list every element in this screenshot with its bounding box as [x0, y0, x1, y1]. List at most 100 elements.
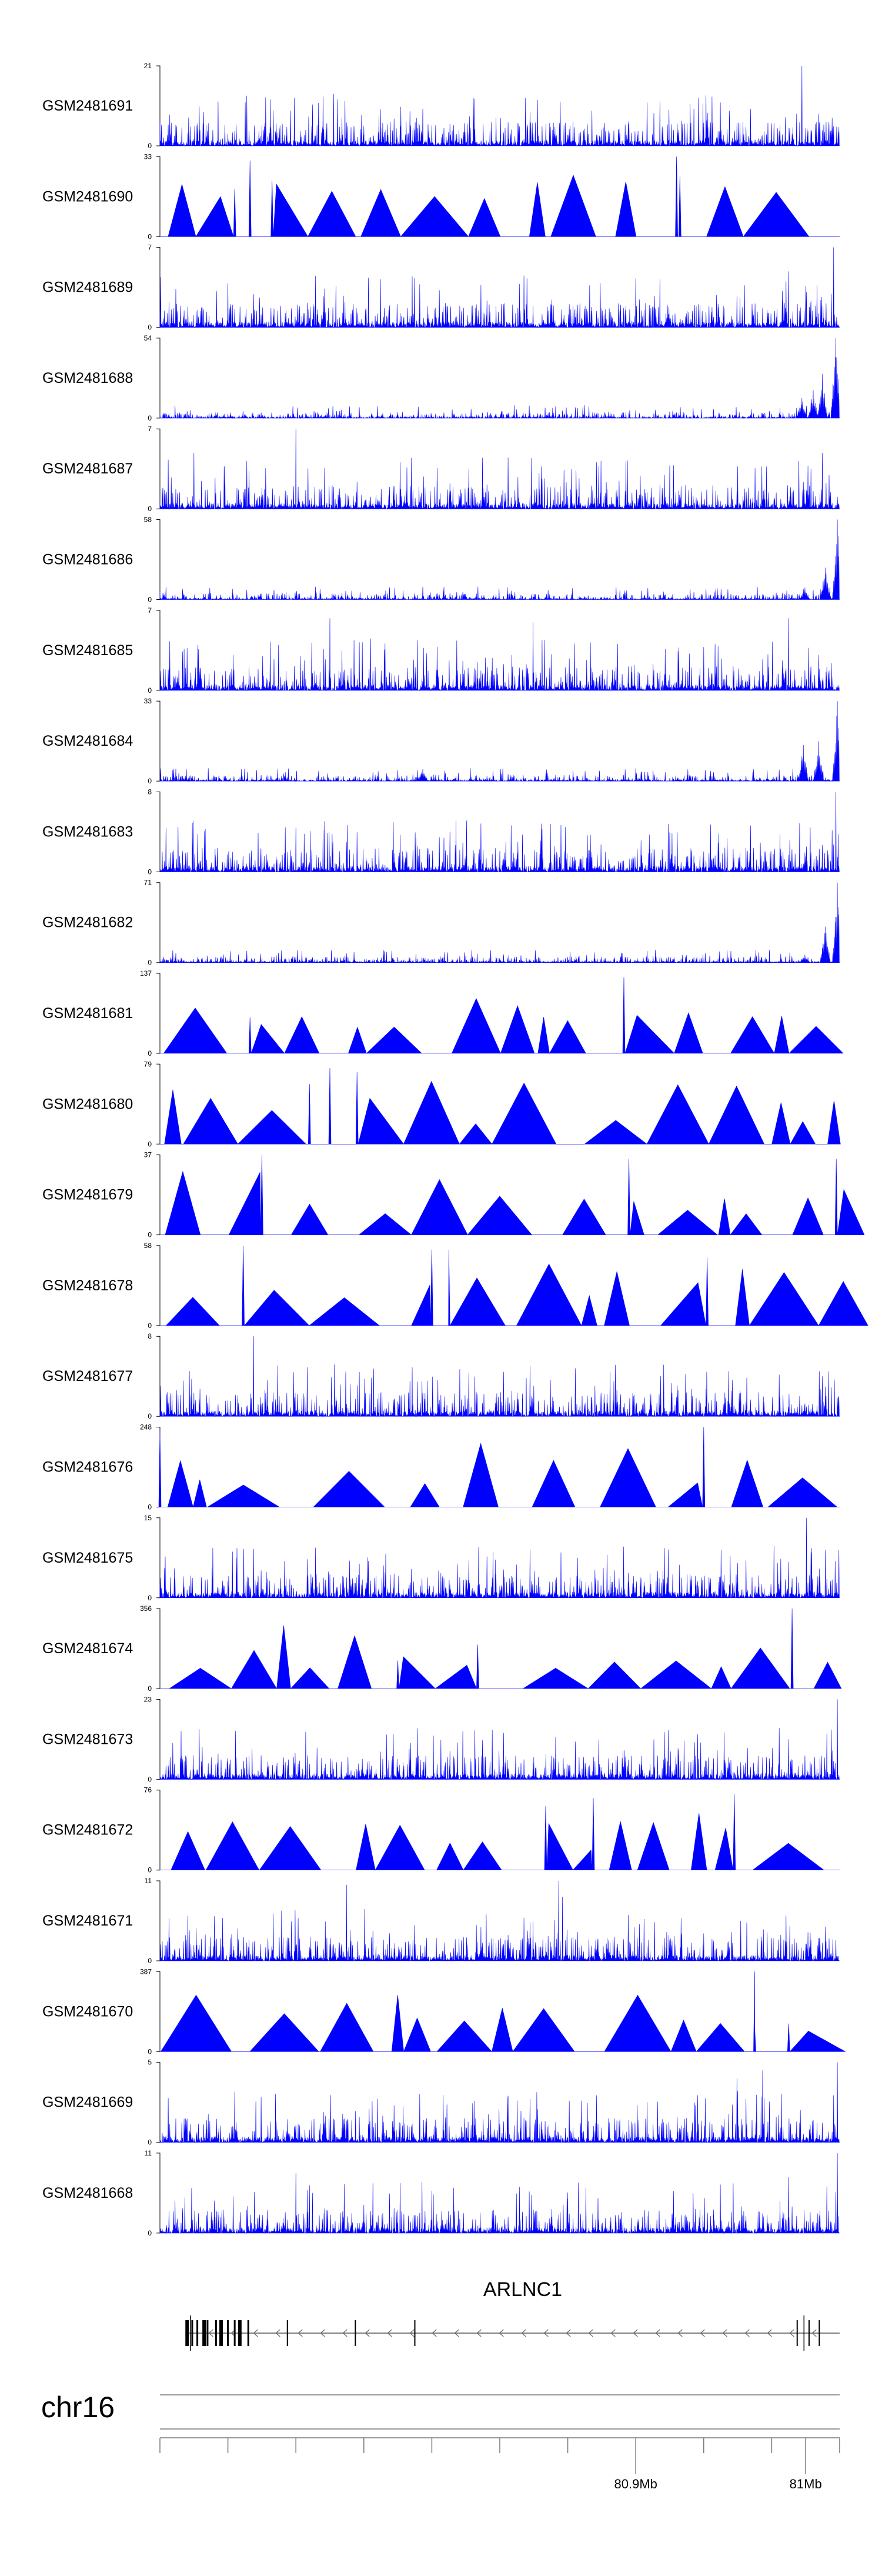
y-axis [156, 1880, 161, 1961]
strand-arrow [677, 2329, 683, 2337]
y-max-label: 33 [144, 697, 152, 705]
y-axis [156, 1971, 161, 2052]
y-max-label: 7 [148, 606, 152, 615]
y-axis [156, 1608, 161, 1689]
track-GSM2481679: GSM2481679 37 0 [42, 1151, 865, 1239]
coverage-area [159, 882, 840, 963]
exon [796, 2320, 798, 2346]
y-axis [156, 610, 161, 691]
strand-arrow [566, 2329, 571, 2337]
exon [219, 2320, 223, 2346]
strand-arrow [767, 2329, 772, 2337]
track-label: GSM2481672 [42, 1822, 133, 1838]
track-label: GSM2481674 [42, 1640, 133, 1657]
strand-arrow [320, 2329, 325, 2337]
y-axis [156, 1063, 161, 1144]
y-min-label: 0 [148, 414, 152, 422]
track-GSM2481668: GSM2481668 11 0 [42, 2149, 840, 2237]
track-GSM2481677: GSM2481677 8 0 [42, 1332, 840, 1420]
y-max-label: 71 [144, 879, 152, 887]
track-GSM2481678: GSM2481678 58 0 [42, 1242, 868, 1330]
gene-name-label: ARLNC1 [483, 2278, 562, 2301]
track-label: GSM2481682 [42, 915, 133, 931]
track-label: GSM2481687 [42, 461, 133, 477]
strand-arrow [610, 2329, 616, 2337]
track-GSM2481671: GSM2481671 11 0 [42, 1877, 840, 1965]
track-GSM2481681: GSM2481681 137 0 [42, 969, 844, 1057]
y-axis [156, 519, 161, 600]
y-max-label: 7 [148, 243, 152, 252]
exon [808, 2320, 810, 2346]
y-min-label: 0 [148, 1322, 152, 1330]
strand-arrow [543, 2329, 549, 2337]
track-GSM2481674: GSM2481674 356 0 [42, 1604, 842, 1693]
coverage-area [159, 618, 840, 691]
track-GSM2481670: GSM2481670 387 0 [42, 1967, 846, 2056]
strand-arrow [655, 2329, 660, 2337]
y-min-label: 0 [148, 777, 152, 785]
coverage-area [159, 1517, 840, 1599]
y-max-label: 11 [145, 2149, 152, 2157]
track-GSM2481669: GSM2481669 5 0 [42, 2058, 840, 2147]
strand-arrow [342, 2329, 348, 2337]
track-label: GSM2481690 [42, 188, 133, 205]
y-axis [156, 791, 161, 872]
track-label: GSM2481679 [42, 1187, 133, 1203]
track-label: GSM2481680 [42, 1096, 133, 1112]
strand-arrow [454, 2329, 459, 2337]
track-label: GSM2481686 [42, 552, 133, 568]
track-label: GSM2481675 [42, 1550, 133, 1566]
y-min-label: 0 [148, 2047, 152, 2056]
track-GSM2481687: GSM2481687 7 0 [42, 425, 840, 513]
coverage-area [160, 1971, 846, 2053]
track-GSM2481676: GSM2481676 248 0 [42, 1423, 840, 1511]
y-min-label: 0 [148, 2229, 152, 2237]
track-GSM2481680: GSM2481680 79 0 [42, 1060, 841, 1148]
coverage-area [160, 1794, 840, 1871]
y-min-label: 0 [148, 686, 152, 695]
y-axis [156, 973, 161, 1054]
y-axis [156, 156, 161, 237]
track-GSM2481683: GSM2481683 8 0 [42, 788, 840, 876]
strand-arrow [275, 2329, 280, 2337]
y-max-label: 8 [148, 1332, 152, 1340]
y-axis [156, 338, 161, 419]
y-min-label: 0 [148, 1866, 152, 1874]
coverage-area [160, 1068, 841, 1145]
y-axis [156, 882, 161, 963]
major-tick-label: 80.9Mb [614, 2477, 657, 2491]
coverage-area [159, 2153, 840, 2234]
strand-arrow [365, 2329, 370, 2337]
strand-arrow [409, 2329, 415, 2337]
y-min-label: 0 [148, 1412, 152, 1420]
y-max-label: 79 [144, 1060, 152, 1068]
strand-arrow [700, 2329, 705, 2337]
coverage-area [160, 977, 844, 1054]
coverage-area [159, 1336, 840, 1417]
y-max-label: 356 [140, 1604, 152, 1613]
y-min-label: 0 [148, 505, 152, 513]
exon [238, 2320, 242, 2346]
y-axis [156, 247, 161, 328]
y-max-label: 387 [140, 1967, 152, 1976]
y-max-label: 76 [144, 1786, 152, 1794]
coverage-area [159, 1699, 840, 1780]
track-label: GSM2481688 [42, 370, 133, 386]
track-GSM2481673: GSM2481673 23 0 [42, 1695, 840, 1783]
track-GSM2481690: GSM2481690 33 0 [42, 152, 840, 241]
strand-arrow [476, 2329, 482, 2337]
coverage-area [160, 1609, 842, 1690]
y-min-label: 0 [148, 1594, 152, 1602]
y-min-label: 0 [148, 867, 152, 876]
y-min-label: 0 [148, 1140, 152, 1148]
coverage-area [158, 1427, 840, 1508]
y-max-label: 33 [144, 152, 152, 161]
chromosome-axis: chr16 80.9Mb 81Mb [41, 2391, 840, 2491]
track-GSM2481682: GSM2481682 71 0 [42, 879, 840, 967]
track-label: GSM2481684 [42, 733, 133, 749]
track-label: GSM2481685 [42, 642, 133, 659]
track-GSM2481691: GSM2481691 21 0 [42, 62, 840, 150]
y-axis [156, 428, 161, 509]
exon [196, 2320, 199, 2346]
